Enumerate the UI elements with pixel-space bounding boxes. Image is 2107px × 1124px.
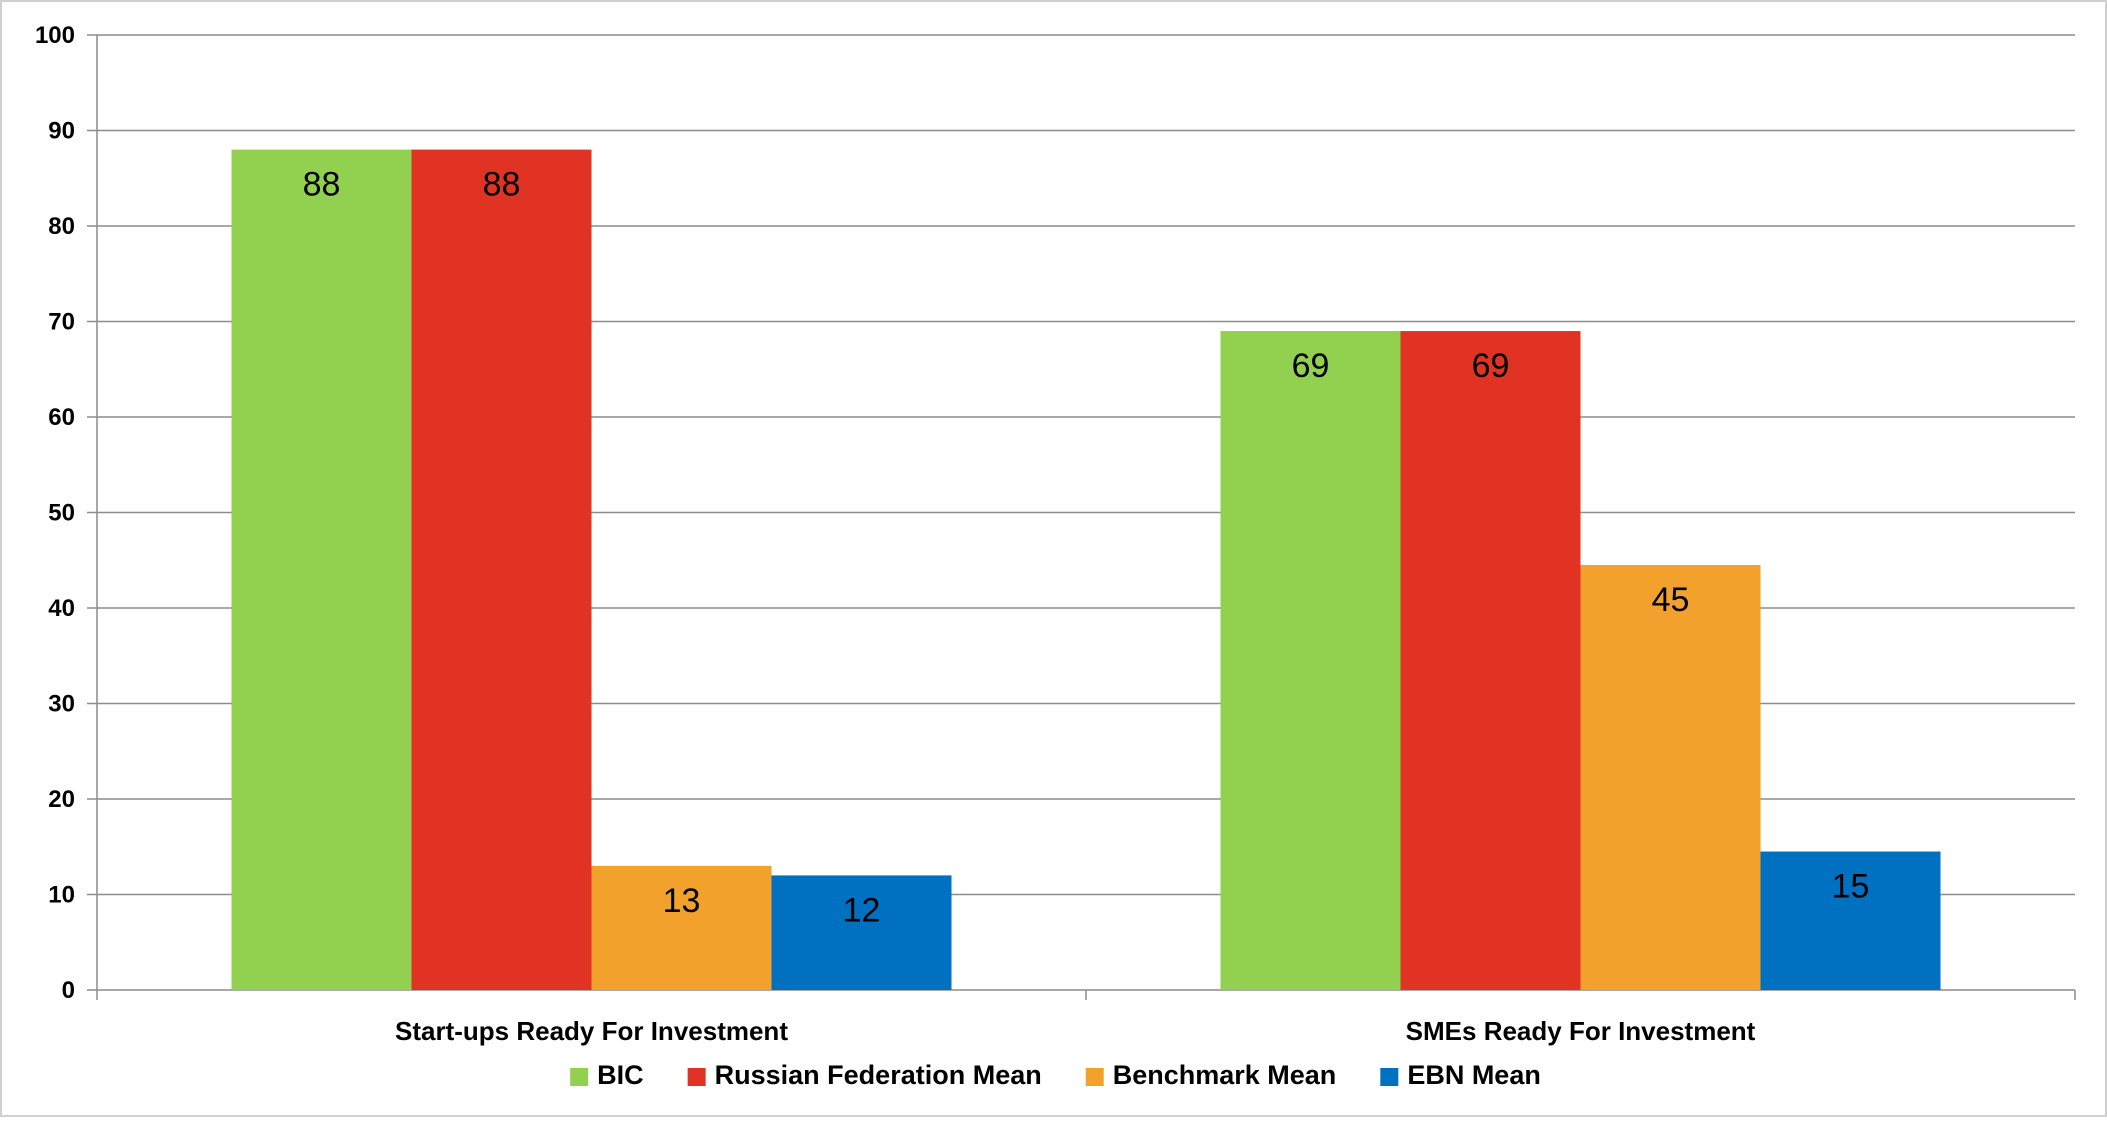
y-tick-label: 50	[48, 500, 75, 527]
y-tick-label: 40	[48, 595, 75, 622]
legend-swatch	[570, 1068, 589, 1086]
legend-label: Benchmark Mean	[1113, 1060, 1337, 1090]
bar	[231, 149, 412, 991]
y-tick-label: 90	[48, 118, 75, 145]
y-tick-label: 10	[48, 882, 75, 909]
legend-swatch	[1380, 1068, 1399, 1086]
bar	[771, 875, 952, 990]
legend: BIC Russian Federation Mean Benchmark Mean…	[570, 1060, 1541, 1090]
bar	[1220, 331, 1401, 990]
x-category-label: SMEs Ready For Investment	[1406, 1016, 1756, 1046]
data-label: 88	[483, 166, 521, 204]
y-tick-label: 70	[48, 309, 75, 336]
legend-label: EBN Mean	[1407, 1060, 1541, 1090]
legend-item: Russian Federation Mean	[687, 1060, 1042, 1090]
y-tick-label: 30	[48, 691, 75, 718]
y-tick-label: 0	[62, 977, 75, 1004]
data-label: 15	[1832, 868, 1870, 906]
legend-label: BIC	[597, 1060, 644, 1090]
legend-label: Russian Federation Mean	[715, 1060, 1042, 1090]
bar	[1400, 331, 1581, 990]
data-label: 45	[1652, 581, 1690, 619]
data-label: 12	[843, 891, 881, 929]
y-tick-label: 100	[35, 22, 75, 49]
data-label: 69	[1472, 347, 1510, 385]
bar	[411, 149, 592, 991]
bar	[591, 865, 772, 990]
bars	[231, 149, 1941, 991]
legend-swatch	[687, 1068, 706, 1086]
legend-item: Benchmark Mean	[1085, 1060, 1337, 1090]
legend-item: BIC	[570, 1060, 644, 1090]
legend-item: EBN Mean	[1380, 1060, 1541, 1090]
data-label: 69	[1292, 347, 1330, 385]
legend-swatch	[1085, 1068, 1104, 1086]
bar	[1580, 565, 1761, 990]
bar	[1760, 851, 1941, 990]
x-category-label: Start-ups Ready For Investment	[395, 1016, 788, 1046]
data-labels: 88 88 13 12 69 69 45 15	[303, 166, 1870, 930]
data-label: 13	[663, 882, 701, 920]
y-tick-label: 20	[48, 786, 75, 813]
axes: 0 10 20 30 40 50 60 70 80 90 100 Start-ups Ready Fo…	[35, 22, 2076, 1046]
y-tick-label: 60	[48, 404, 75, 431]
y-tick-label: 80	[48, 213, 75, 240]
data-label: 88	[303, 166, 341, 204]
